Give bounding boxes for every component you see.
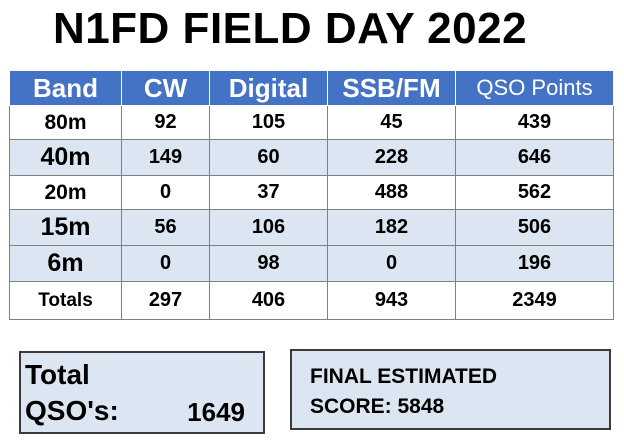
totals-digital: 406 [209,281,328,320]
header-ssb-fm: SSB/FM [327,70,456,106]
table-row: 20m 0 37 488 562 [9,175,614,210]
final-score-label: FINAL ESTIMATED [310,365,498,388]
ssb-cell: 0 [327,245,456,282]
field-day-score-table: Band CW Digital SSB/FM QSO Points 80m 92… [9,70,614,320]
header-cw: CW [121,70,210,106]
ssb-cell: 45 [327,105,456,140]
digital-cell: 106 [209,209,328,246]
total-qsos-value: 1649 [187,397,245,427]
table-row: 6m 0 98 0 196 [9,245,614,282]
points-cell: 562 [455,175,614,210]
ssb-cell: 228 [327,139,456,176]
table-row: 40m 149 60 228 646 [9,139,614,176]
points-cell: 506 [455,209,614,246]
band-cell: 6m [9,245,122,282]
totals-label: Totals [9,281,122,320]
totals-row: Totals 297 406 943 2349 [9,281,614,320]
header-digital: Digital [209,70,328,106]
points-cell: 439 [455,105,614,140]
digital-cell: 98 [209,245,328,282]
total-qsos-label-line2: QSO's: [25,395,119,426]
cw-cell: 0 [121,175,210,210]
totals-points: 2349 [455,281,614,320]
total-qsos-box: Total QSO's: 1649 [19,351,265,434]
totals-cw: 297 [121,281,210,320]
ssb-cell: 182 [327,209,456,246]
cw-cell: 0 [121,245,210,282]
band-cell: 80m [9,105,122,140]
table-header-row: Band CW Digital SSB/FM QSO Points [9,70,614,106]
band-cell: 15m [9,209,122,246]
ssb-cell: 488 [327,175,456,210]
totals-ssb: 943 [327,281,456,320]
digital-cell: 105 [209,105,328,140]
header-band: Band [9,70,122,106]
digital-cell: 37 [209,175,328,210]
cw-cell: 56 [121,209,210,246]
cw-cell: 149 [121,139,210,176]
points-cell: 646 [455,139,614,176]
band-cell: 40m [9,139,122,176]
total-qsos-label-line1: Total [25,359,90,390]
table-row: 15m 56 106 182 506 [9,209,614,246]
points-cell: 196 [455,245,614,282]
digital-cell: 60 [209,139,328,176]
final-score-box: FINAL ESTIMATED SCORE: 5848 [290,349,611,430]
band-cell: 20m [9,175,122,210]
cw-cell: 92 [121,105,210,140]
page-title: N1FD FIELD DAY 2022 [52,4,528,53]
header-qso-points: QSO Points [455,70,614,106]
table-row: 80m 92 105 45 439 [9,105,614,140]
final-score-value: SCORE: 5848 [310,395,445,418]
